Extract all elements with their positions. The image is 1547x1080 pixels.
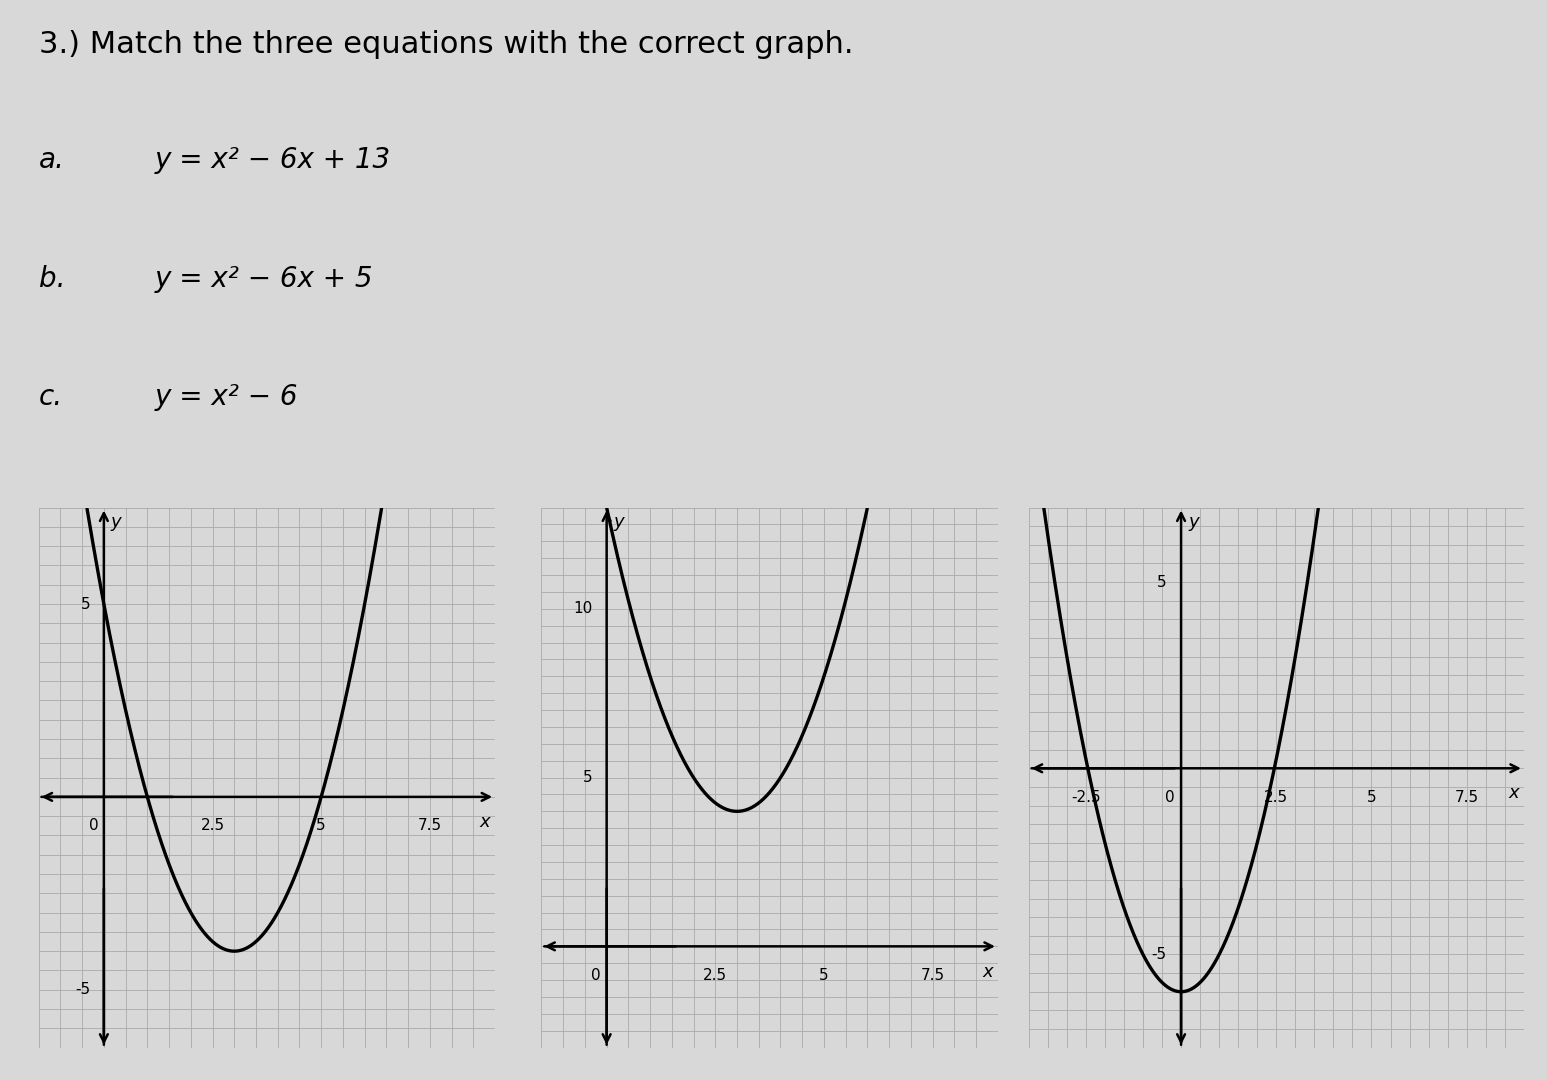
Text: c.: c. <box>39 383 63 411</box>
Text: y = x² − 6: y = x² − 6 <box>155 383 299 411</box>
Text: a.: a. <box>39 146 65 174</box>
Text: 5: 5 <box>317 819 326 834</box>
Text: 7.5: 7.5 <box>1454 789 1479 805</box>
Text: 2.5: 2.5 <box>1264 789 1289 805</box>
Text: 5: 5 <box>583 770 593 785</box>
Text: y: y <box>614 513 623 531</box>
Text: -5: -5 <box>76 982 90 997</box>
Text: 0: 0 <box>591 968 600 983</box>
Text: 7.5: 7.5 <box>920 968 945 983</box>
Text: x: x <box>480 813 490 832</box>
Text: x: x <box>982 962 993 981</box>
Text: 5: 5 <box>820 968 829 983</box>
Text: y = x² − 6x + 13: y = x² − 6x + 13 <box>155 146 391 174</box>
Text: y: y <box>111 513 121 531</box>
Text: 2.5: 2.5 <box>201 819 224 834</box>
Text: 5: 5 <box>1366 789 1377 805</box>
Text: 7.5: 7.5 <box>418 819 442 834</box>
Text: 0: 0 <box>88 819 97 834</box>
Text: b.: b. <box>39 265 65 293</box>
Text: 5: 5 <box>80 596 90 611</box>
Text: 10: 10 <box>574 602 593 617</box>
Text: -5: -5 <box>1151 947 1166 962</box>
Text: x: x <box>1508 784 1519 802</box>
Text: 0: 0 <box>1165 789 1174 805</box>
Text: y: y <box>1188 513 1199 531</box>
Text: 5: 5 <box>1157 575 1166 590</box>
Text: -2.5: -2.5 <box>1071 789 1100 805</box>
Text: y = x² − 6x + 5: y = x² − 6x + 5 <box>155 265 373 293</box>
Text: 3.) Match the three equations with the correct graph.: 3.) Match the three equations with the c… <box>39 30 854 59</box>
Text: 2.5: 2.5 <box>704 968 727 983</box>
